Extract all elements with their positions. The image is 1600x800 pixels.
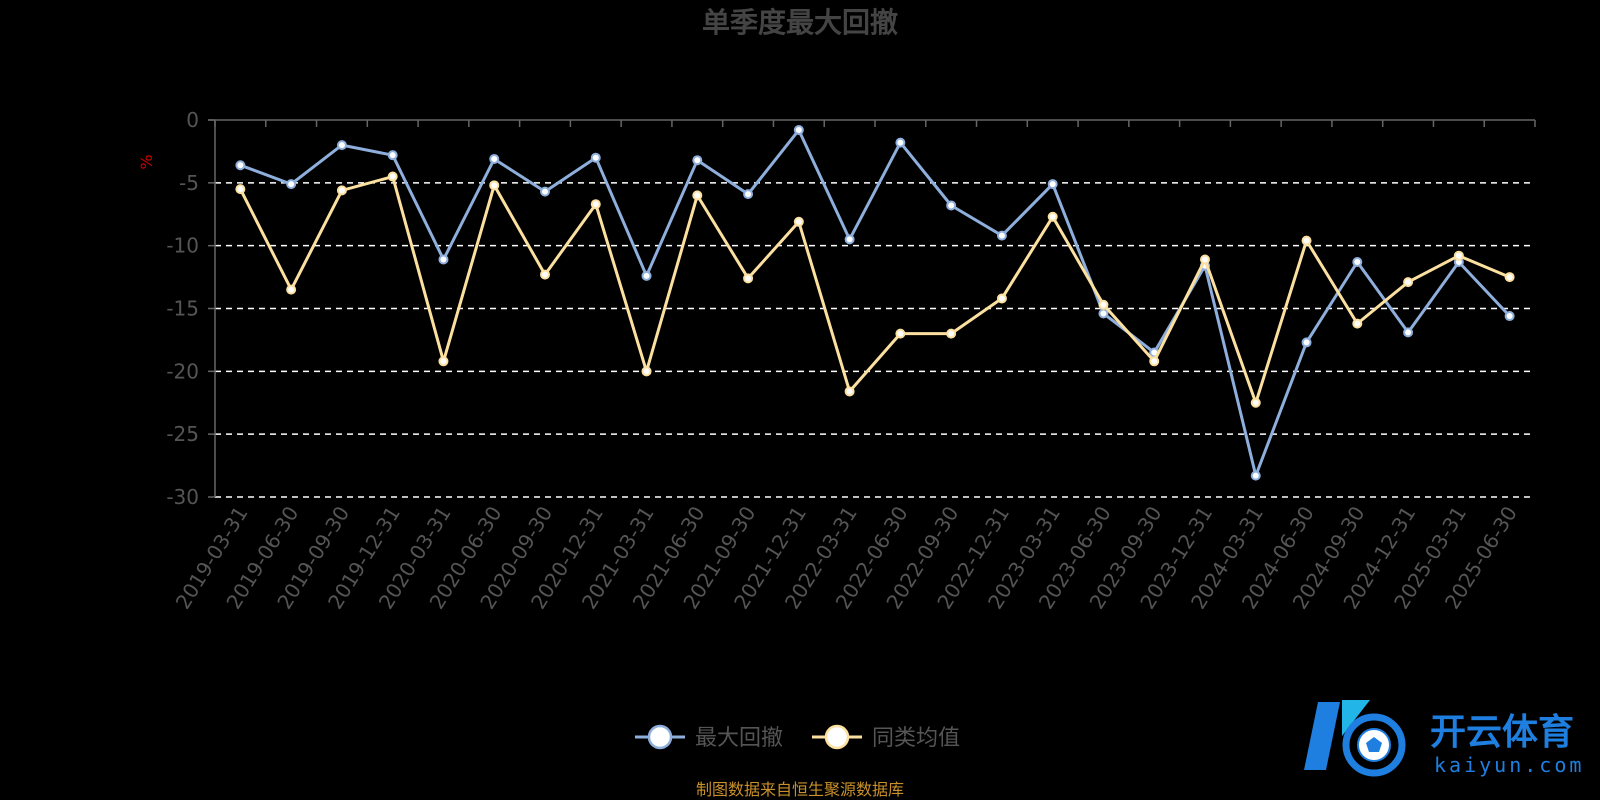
grid-lines [215, 182, 1535, 498]
data-point[interactable] [844, 234, 855, 245]
data-point[interactable] [1403, 327, 1414, 338]
watermark-brand-cn: 开云体育 [1430, 712, 1574, 753]
data-point[interactable] [387, 171, 398, 182]
data-point[interactable] [590, 199, 601, 210]
data-point[interactable] [438, 356, 449, 367]
data-point[interactable] [743, 273, 754, 284]
data-point[interactable] [1504, 272, 1515, 283]
data-point[interactable] [946, 200, 957, 211]
y-tick-label: -15 [166, 297, 199, 321]
data-point[interactable] [996, 230, 1007, 241]
data-point[interactable] [1403, 277, 1414, 288]
data-point[interactable] [235, 184, 246, 195]
chart-title: 单季度最大回撤 [702, 6, 898, 39]
data-point[interactable] [793, 216, 804, 227]
data-point[interactable] [1250, 397, 1261, 408]
data-point[interactable] [743, 189, 754, 200]
data-point[interactable] [1047, 179, 1058, 190]
series-line [239, 128, 1511, 478]
legend-label: 最大回撤 [695, 726, 783, 751]
data-point[interactable] [1301, 337, 1312, 348]
data-point[interactable] [540, 186, 550, 197]
data-point[interactable] [1352, 318, 1363, 329]
data-point[interactable] [692, 155, 703, 166]
series-2 [235, 171, 1515, 408]
data-point[interactable] [1200, 254, 1210, 265]
legend-circle-icon [824, 724, 850, 750]
data-point[interactable] [286, 179, 297, 190]
data-point[interactable] [336, 185, 347, 196]
data-point[interactable] [1098, 299, 1109, 310]
data-point[interactable] [1098, 308, 1109, 319]
data-point[interactable] [844, 386, 855, 397]
data-point[interactable] [895, 328, 906, 339]
axes [208, 119, 1536, 498]
data-point[interactable] [692, 190, 703, 201]
x-tick-labels: 2019-03-312019-06-302019-09-302019-12-31… [171, 502, 1522, 613]
y-tick-label: -20 [166, 359, 199, 383]
data-point[interactable] [641, 366, 652, 377]
data-point[interactable] [895, 137, 906, 148]
data-point[interactable] [1047, 211, 1058, 222]
data-point[interactable] [641, 270, 652, 281]
y-axis-unit: % [137, 154, 156, 169]
y-tick-labels: 0 -5 -10 -15 -20 -25 -30 [166, 108, 199, 509]
data-point[interactable] [1149, 356, 1160, 367]
data-point[interactable] [336, 140, 347, 151]
data-point[interactable] [1352, 257, 1363, 268]
data-point[interactable] [996, 293, 1007, 304]
data-point[interactable] [489, 153, 500, 164]
data-point[interactable] [438, 254, 449, 265]
series-line [239, 175, 1511, 405]
data-point[interactable] [1250, 470, 1261, 481]
data-point[interactable] [1453, 250, 1464, 261]
legend-item-2[interactable]: 同类均值 [812, 724, 960, 751]
y-tick-label: -5 [179, 171, 199, 195]
data-source-note: 制图数据来自恒生聚源数据库 [696, 780, 904, 799]
data-point[interactable] [387, 150, 398, 161]
y-tick-label: -25 [166, 422, 199, 446]
legend[interactable]: 最大回撤 同类均值 [635, 724, 960, 751]
legend-circle-icon [647, 724, 673, 750]
data-point[interactable] [235, 160, 246, 171]
y-tick-label: 0 [186, 108, 199, 132]
data-point[interactable] [1301, 235, 1312, 246]
kaiyun-soccer-logo-icon [1304, 700, 1406, 777]
data-point[interactable] [793, 125, 804, 136]
watermark-brand-url: kaiyun.com [1434, 753, 1584, 777]
series-lines [235, 125, 1515, 481]
data-point[interactable] [946, 328, 957, 339]
legend-item-1[interactable]: 最大回撤 [635, 724, 783, 751]
data-point[interactable] [489, 180, 500, 191]
y-tick-label: -10 [166, 234, 199, 258]
data-point[interactable] [1504, 311, 1515, 322]
data-point[interactable] [286, 284, 297, 295]
legend-label: 同类均值 [872, 726, 960, 751]
data-point[interactable] [590, 152, 601, 163]
y-tick-label: -30 [166, 485, 199, 509]
data-point[interactable] [540, 269, 550, 280]
